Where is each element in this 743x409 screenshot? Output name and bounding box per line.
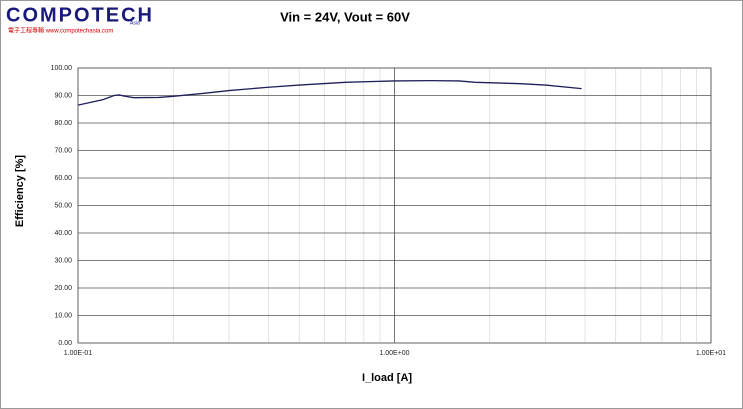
chart-title: Vin = 24V, Vout = 60V [280,9,410,24]
logo-subtitle: 電子工程專輯 www.compotechasia.com [8,27,113,35]
x-tick-label: 1.00E+01 [696,350,726,357]
y-tick-label: 60.00 [54,175,72,182]
y-tick-label: 50.00 [54,202,72,209]
y-tick-label: 10.00 [54,312,72,319]
logo-region: Asia [130,20,140,26]
x-tick-label: 1.00E+00 [379,350,409,357]
logo-name: COMPOTECH [6,4,154,26]
y-tick-label: 30.00 [54,257,72,264]
x-tick-label: 1.00E-01 [64,350,93,357]
x-axis-label: I_load [A] [362,372,412,384]
y-tick-label: 0.00 [58,340,72,347]
y-axis-label: Efficiency [%] [14,155,26,227]
y-tick-label: 40.00 [54,230,72,237]
data-line [77,79,582,106]
y-tick-label: 100.00 [51,65,73,72]
y-tick-label: 80.00 [54,120,72,127]
y-tick-label: 90.00 [54,92,72,99]
y-tick-label: 70.00 [54,147,72,154]
y-tick-label: 20.00 [54,285,72,292]
